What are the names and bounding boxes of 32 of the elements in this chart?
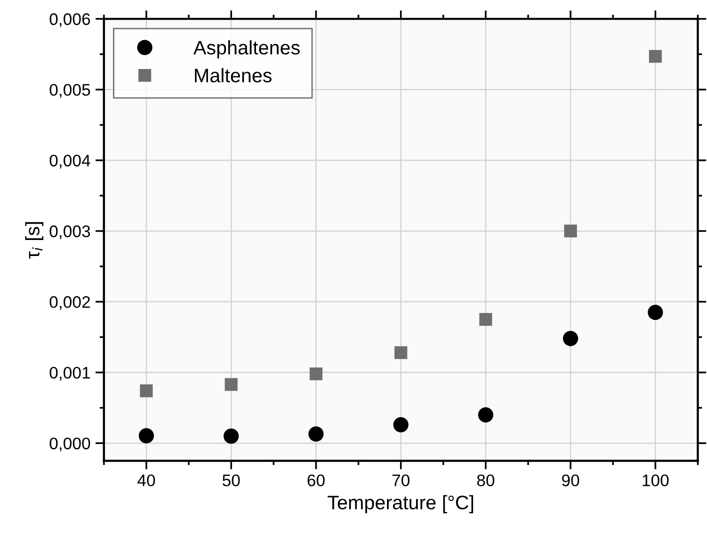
point xyxy=(478,407,494,422)
x-tick-label: 60 xyxy=(308,474,325,486)
y-tick-label: 0,004 xyxy=(50,154,90,168)
x-tick-label: 80 xyxy=(477,474,494,486)
y-axis-title: τ$_{i}$ [s] xyxy=(25,222,44,259)
legend-label: Asphaltenes xyxy=(193,40,300,58)
point xyxy=(138,428,154,444)
point xyxy=(648,304,663,320)
x-axis-title: Temperature [°C] xyxy=(328,495,474,514)
y-tick-label: 0,001 xyxy=(50,366,90,381)
y-tick-label: 0,002 xyxy=(50,296,90,310)
x-tick-label: 70 xyxy=(392,474,410,486)
x-tick-label: 90 xyxy=(562,474,580,486)
point xyxy=(308,426,324,442)
x-tick-label: 100 xyxy=(642,474,669,486)
point xyxy=(564,224,577,238)
point xyxy=(224,428,239,444)
y-tick-label: 0,000 xyxy=(50,438,90,452)
y-tick-label: 0,003 xyxy=(50,225,90,240)
point xyxy=(310,367,322,380)
point xyxy=(648,50,662,63)
x-tick-label: 50 xyxy=(222,474,240,486)
point xyxy=(393,417,408,432)
point xyxy=(224,378,238,391)
x-tick-label: 40 xyxy=(137,474,155,486)
y-tick-label: 0,006 xyxy=(50,13,90,28)
point xyxy=(140,384,153,398)
point xyxy=(394,346,408,360)
point xyxy=(479,313,492,326)
y-tick-label: 0,005 xyxy=(50,84,90,98)
point xyxy=(562,330,578,346)
legend-label: Maltenes xyxy=(194,68,272,82)
